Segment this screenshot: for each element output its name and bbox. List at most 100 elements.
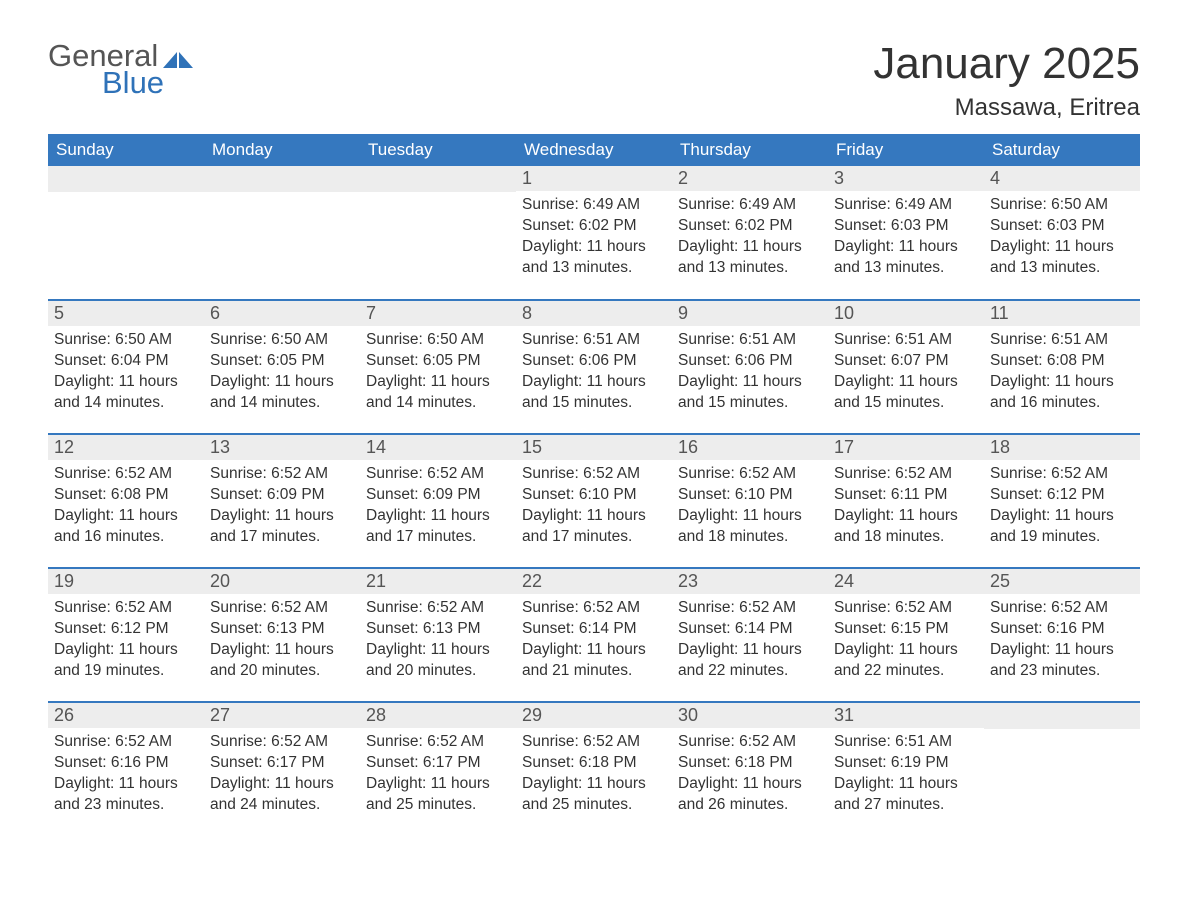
daylight-line: Daylight: 11 hours and 13 minutes. [678,237,822,279]
daylight-line: Daylight: 11 hours and 25 minutes. [522,774,666,816]
calendar-day-cell: 25Sunrise: 6:52 AMSunset: 6:16 PMDayligh… [984,568,1140,702]
day-number: 7 [360,301,516,326]
day-number: 12 [48,435,204,460]
sunrise-line: Sunrise: 6:52 AM [54,464,198,485]
day-number: 11 [984,301,1140,326]
sunset-line: Sunset: 6:18 PM [522,753,666,774]
sunset-line: Sunset: 6:02 PM [678,216,822,237]
sunset-line: Sunset: 6:12 PM [990,485,1134,506]
sunrise-line: Sunrise: 6:49 AM [834,195,978,216]
sunrise-line: Sunrise: 6:52 AM [834,464,978,485]
day-details: Sunrise: 6:52 AMSunset: 6:17 PMDaylight:… [360,728,516,824]
day-details: Sunrise: 6:52 AMSunset: 6:12 PMDaylight:… [48,594,204,690]
daylight-line: Daylight: 11 hours and 24 minutes. [210,774,354,816]
calendar-day-cell [48,166,204,300]
calendar-week-row: 1Sunrise: 6:49 AMSunset: 6:02 PMDaylight… [48,166,1140,300]
daylight-line: Daylight: 11 hours and 19 minutes. [990,506,1134,548]
sunset-line: Sunset: 6:08 PM [54,485,198,506]
calendar-day-cell [360,166,516,300]
day-details: Sunrise: 6:52 AMSunset: 6:11 PMDaylight:… [828,460,984,556]
day-details: Sunrise: 6:51 AMSunset: 6:06 PMDaylight:… [672,326,828,422]
daylight-line: Daylight: 11 hours and 20 minutes. [366,640,510,682]
day-number: 29 [516,703,672,728]
daylight-line: Daylight: 11 hours and 26 minutes. [678,774,822,816]
calendar-day-cell: 2Sunrise: 6:49 AMSunset: 6:02 PMDaylight… [672,166,828,300]
weekday-header: Friday [828,134,984,166]
sunset-line: Sunset: 6:15 PM [834,619,978,640]
daylight-line: Daylight: 11 hours and 18 minutes. [834,506,978,548]
sunrise-line: Sunrise: 6:52 AM [678,732,822,753]
logo-word-blue: Blue [102,67,164,98]
daylight-line: Daylight: 11 hours and 21 minutes. [522,640,666,682]
location-label: Massawa, Eritrea [873,94,1140,122]
day-details: Sunrise: 6:52 AMSunset: 6:18 PMDaylight:… [672,728,828,824]
calendar-day-cell [984,702,1140,836]
daylight-line: Daylight: 11 hours and 15 minutes. [678,372,822,414]
day-details: Sunrise: 6:52 AMSunset: 6:17 PMDaylight:… [204,728,360,824]
day-details: Sunrise: 6:52 AMSunset: 6:12 PMDaylight:… [984,460,1140,556]
sunset-line: Sunset: 6:04 PM [54,351,198,372]
day-details: Sunrise: 6:51 AMSunset: 6:19 PMDaylight:… [828,728,984,824]
day-details: Sunrise: 6:50 AMSunset: 6:05 PMDaylight:… [360,326,516,422]
calendar-day-cell: 22Sunrise: 6:52 AMSunset: 6:14 PMDayligh… [516,568,672,702]
calendar-day-cell: 7Sunrise: 6:50 AMSunset: 6:05 PMDaylight… [360,300,516,434]
day-number: 17 [828,435,984,460]
day-details: Sunrise: 6:50 AMSunset: 6:03 PMDaylight:… [984,191,1140,287]
day-details: Sunrise: 6:52 AMSunset: 6:10 PMDaylight:… [516,460,672,556]
day-details: Sunrise: 6:52 AMSunset: 6:10 PMDaylight:… [672,460,828,556]
sunrise-line: Sunrise: 6:52 AM [366,464,510,485]
day-number [204,166,360,192]
day-number: 9 [672,301,828,326]
page-header: General Blue January 2025 Massawa, Eritr… [48,40,1140,122]
sunrise-line: Sunrise: 6:52 AM [522,598,666,619]
calendar-day-cell: 30Sunrise: 6:52 AMSunset: 6:18 PMDayligh… [672,702,828,836]
day-number: 15 [516,435,672,460]
calendar-week-row: 5Sunrise: 6:50 AMSunset: 6:04 PMDaylight… [48,300,1140,434]
sunrise-line: Sunrise: 6:51 AM [522,330,666,351]
day-number: 31 [828,703,984,728]
sunrise-line: Sunrise: 6:50 AM [990,195,1134,216]
day-number: 16 [672,435,828,460]
calendar-day-cell: 28Sunrise: 6:52 AMSunset: 6:17 PMDayligh… [360,702,516,836]
day-number [360,166,516,192]
calendar-header-row: Sunday Monday Tuesday Wednesday Thursday… [48,134,1140,166]
day-number [984,703,1140,729]
sunset-line: Sunset: 6:13 PM [210,619,354,640]
daylight-line: Daylight: 11 hours and 13 minutes. [834,237,978,279]
day-details: Sunrise: 6:49 AMSunset: 6:02 PMDaylight:… [672,191,828,287]
calendar-day-cell: 11Sunrise: 6:51 AMSunset: 6:08 PMDayligh… [984,300,1140,434]
day-number: 13 [204,435,360,460]
sunrise-line: Sunrise: 6:52 AM [678,464,822,485]
calendar-table: Sunday Monday Tuesday Wednesday Thursday… [48,134,1140,836]
sunrise-line: Sunrise: 6:49 AM [678,195,822,216]
calendar-day-cell: 31Sunrise: 6:51 AMSunset: 6:19 PMDayligh… [828,702,984,836]
weekday-header: Thursday [672,134,828,166]
calendar-day-cell: 29Sunrise: 6:52 AMSunset: 6:18 PMDayligh… [516,702,672,836]
day-number: 20 [204,569,360,594]
day-details: Sunrise: 6:52 AMSunset: 6:08 PMDaylight:… [48,460,204,556]
calendar-day-cell: 12Sunrise: 6:52 AMSunset: 6:08 PMDayligh… [48,434,204,568]
daylight-line: Daylight: 11 hours and 17 minutes. [366,506,510,548]
day-number [48,166,204,192]
daylight-line: Daylight: 11 hours and 13 minutes. [522,237,666,279]
calendar-day-cell: 27Sunrise: 6:52 AMSunset: 6:17 PMDayligh… [204,702,360,836]
day-number: 22 [516,569,672,594]
calendar-day-cell: 19Sunrise: 6:52 AMSunset: 6:12 PMDayligh… [48,568,204,702]
sunset-line: Sunset: 6:16 PM [990,619,1134,640]
calendar-body: 1Sunrise: 6:49 AMSunset: 6:02 PMDaylight… [48,166,1140,836]
sunrise-line: Sunrise: 6:52 AM [522,464,666,485]
sunrise-line: Sunrise: 6:52 AM [366,732,510,753]
daylight-line: Daylight: 11 hours and 23 minutes. [990,640,1134,682]
day-details: Sunrise: 6:52 AMSunset: 6:16 PMDaylight:… [984,594,1140,690]
day-details: Sunrise: 6:52 AMSunset: 6:09 PMDaylight:… [360,460,516,556]
sunrise-line: Sunrise: 6:52 AM [210,732,354,753]
calendar-day-cell: 26Sunrise: 6:52 AMSunset: 6:16 PMDayligh… [48,702,204,836]
calendar-day-cell: 24Sunrise: 6:52 AMSunset: 6:15 PMDayligh… [828,568,984,702]
daylight-line: Daylight: 11 hours and 14 minutes. [210,372,354,414]
calendar-day-cell: 20Sunrise: 6:52 AMSunset: 6:13 PMDayligh… [204,568,360,702]
day-details: Sunrise: 6:52 AMSunset: 6:14 PMDaylight:… [516,594,672,690]
sunrise-line: Sunrise: 6:51 AM [678,330,822,351]
day-number: 18 [984,435,1140,460]
sunrise-line: Sunrise: 6:52 AM [834,598,978,619]
daylight-line: Daylight: 11 hours and 22 minutes. [678,640,822,682]
